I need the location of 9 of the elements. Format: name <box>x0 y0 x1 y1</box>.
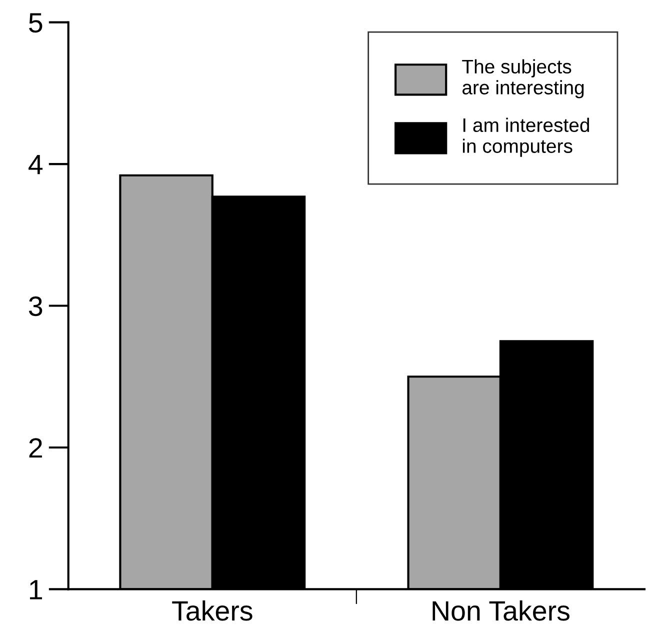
y-tick-label: 4 <box>28 154 43 174</box>
x-tick-label: Takers <box>172 600 252 621</box>
y-tick-label: 5 <box>29 13 42 33</box>
legend-label: I am interested in computers <box>462 118 590 157</box>
y-tick-label: 1 <box>30 580 42 600</box>
y-tick-label: 3 <box>28 296 42 316</box>
legend-label: The subjects are interesting <box>462 59 584 98</box>
x-tick-label: Non Takers <box>432 600 570 621</box>
y-tick-label: 2 <box>29 438 42 458</box>
